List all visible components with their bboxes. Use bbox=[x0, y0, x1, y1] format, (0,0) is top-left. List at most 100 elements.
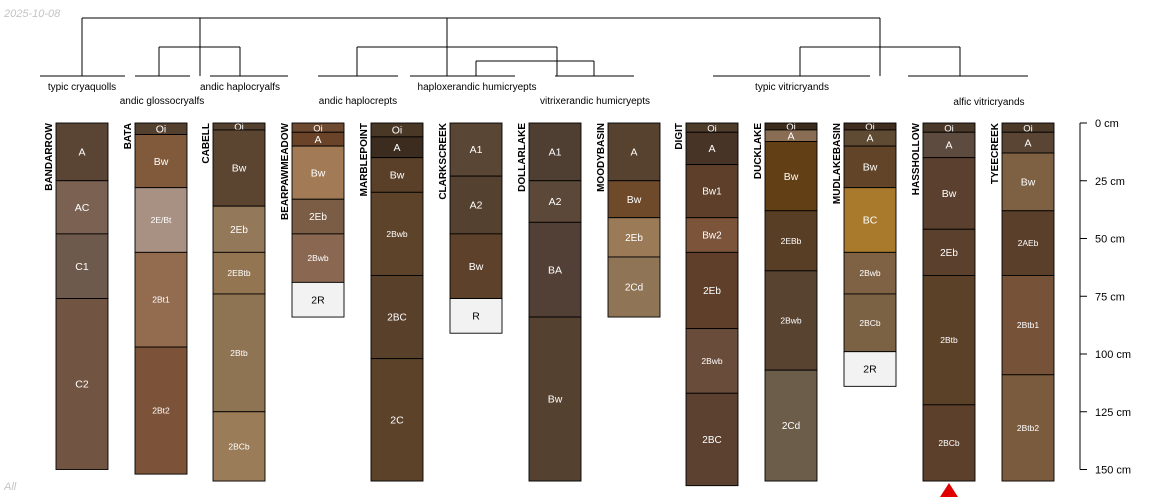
horizon-bw bbox=[134, 134, 188, 189]
horizon-2c bbox=[370, 358, 424, 482]
horizon-label: 2Btb bbox=[940, 335, 958, 345]
horizon-label: 2Btb bbox=[230, 348, 248, 358]
horizon-2eb bbox=[291, 198, 345, 235]
horizon-2bcb bbox=[212, 411, 266, 482]
horizon-label: 2Bwb bbox=[386, 229, 408, 239]
horizon-2bcb bbox=[922, 404, 976, 482]
horizon-bw bbox=[922, 157, 976, 230]
horizon-label: 2BCb bbox=[938, 438, 960, 448]
horizon-label: 2Bwb bbox=[780, 315, 802, 325]
horizon-2cd bbox=[607, 256, 661, 318]
horizon-label: A1 bbox=[549, 147, 562, 159]
horizon-ba bbox=[528, 221, 582, 318]
profile-moodybasin: A Bw 2Eb 2Cd MOODYBASIN bbox=[596, 122, 661, 318]
horizon-bw2 bbox=[685, 217, 739, 253]
horizon-label: 2E/Bt bbox=[151, 215, 172, 225]
horizon-label: A bbox=[1024, 137, 1031, 149]
horizon-2bwb bbox=[685, 328, 739, 394]
group-label: andic haplocryalfs bbox=[200, 82, 280, 93]
horizon-label: BA bbox=[548, 264, 562, 276]
profile-digit: Oi A Bw1 Bw2 2Eb 2Bwb 2BC DIGIT bbox=[674, 122, 739, 487]
horizon-label: 2Bwb bbox=[859, 268, 881, 278]
horizon-2bc bbox=[685, 392, 739, 487]
horizon-a1 bbox=[449, 122, 503, 177]
horizon-label: Bw bbox=[232, 163, 247, 175]
horizon-label: 2Btb2 bbox=[1017, 423, 1039, 433]
horizon-label: Bw bbox=[942, 188, 957, 200]
horizon-label: 2R bbox=[311, 294, 325, 306]
horizon-a bbox=[55, 122, 109, 182]
horizon-label: 2BC bbox=[702, 435, 721, 446]
profile-dollarlake: A1 A2 BA Bw DOLLARLAKE bbox=[517, 122, 582, 482]
horizon-label: Bw bbox=[154, 156, 169, 168]
horizon-2r bbox=[291, 281, 345, 318]
profile-tyeecreek: Oi A Bw 2AEb 2Btb1 2Btb2 TYEECREEK bbox=[990, 122, 1055, 482]
horizon-2eb bbox=[212, 205, 266, 253]
horizon-2ebtb bbox=[212, 251, 266, 295]
horizon-r bbox=[449, 298, 503, 334]
horizon-label: A bbox=[630, 147, 637, 159]
horizon-2aeb bbox=[1001, 210, 1055, 276]
horizon-label: Oi bbox=[865, 122, 875, 133]
profile-mudlakebasin: OiA Bw BC 2Bwb 2BCb 2R MUDLAKEBASIN bbox=[832, 122, 897, 387]
horizon-label: 2Bt1 bbox=[152, 295, 170, 305]
horizon-c2 bbox=[55, 298, 109, 470]
profile-name: MOODYBASIN bbox=[596, 123, 607, 192]
horizon-label: 2Cd bbox=[782, 421, 800, 432]
horizon-2bwb bbox=[370, 191, 424, 276]
horizon-label: Bw bbox=[1021, 177, 1036, 189]
selected-profile-marker bbox=[940, 483, 958, 497]
horizon-label: 2Eb bbox=[703, 286, 721, 297]
horizon-c1 bbox=[55, 233, 109, 300]
horizon-2r bbox=[843, 351, 897, 387]
profile-cabell: Oi Bw 2Eb 2EBtb 2Btb 2BCb CABELL bbox=[201, 122, 266, 482]
horizon-label: R bbox=[472, 311, 480, 323]
horizon-label: 2BCb bbox=[228, 441, 250, 451]
group-label: andic haplocrepts bbox=[319, 96, 397, 107]
profile-name: TYEECREEK bbox=[990, 122, 1001, 184]
profile-name: BEARPAWMEADOW bbox=[280, 122, 291, 220]
profile-hasshollow: Oi A Bw 2Eb 2Btb 2BCb HASSHOLLOW bbox=[911, 122, 976, 482]
profile-name: MARBLEPOINT bbox=[359, 123, 370, 196]
profile-name: BATA bbox=[123, 123, 134, 149]
horizon-label: 2Eb bbox=[309, 212, 327, 223]
horizon-label: 2Bt2 bbox=[152, 406, 170, 416]
profile-name: CLARKSCREEK bbox=[438, 122, 449, 199]
dendrogram: typic cryaquolls andic glossocryalfs andic… bbox=[40, 17, 1028, 108]
horizon-2bt1 bbox=[134, 251, 188, 348]
depth-tick-label: 150 cm bbox=[1095, 465, 1131, 477]
horizon-label: Oi bbox=[156, 123, 167, 135]
horizon-a bbox=[922, 131, 976, 159]
profile-bata: Oi Bw 2E/Bt 2Bt1 2Bt2 BATA bbox=[123, 122, 188, 475]
horizon-label: A bbox=[708, 143, 715, 155]
horizon-label: Bw1 bbox=[702, 187, 722, 198]
horizon-2bwb bbox=[764, 270, 818, 371]
profile-marblepoint: Oi A Bw 2Bwb 2BC 2C MARBLEPOINT bbox=[359, 122, 424, 482]
group-label: andic glossocryalfs bbox=[120, 96, 204, 107]
group-label: typic vitricryands bbox=[755, 82, 829, 93]
horizon-label: 2Bwb bbox=[701, 356, 723, 366]
horizon-2bt2 bbox=[134, 346, 188, 475]
profile-name: CABELL bbox=[201, 123, 212, 164]
horizon-label: Bw bbox=[784, 171, 799, 183]
horizon-bw bbox=[370, 157, 424, 193]
horizon-2btb1 bbox=[1001, 275, 1055, 376]
group-label: vitrixerandic humicryepts bbox=[540, 96, 650, 107]
horizon-label: Bw bbox=[863, 162, 878, 174]
horizon-2e-bt bbox=[134, 187, 188, 253]
horizon-label: Bw bbox=[469, 261, 484, 273]
horizon-label: 2Eb bbox=[230, 225, 248, 236]
depth-tick-label: 0 cm bbox=[1095, 118, 1119, 130]
horizon-2eb bbox=[922, 228, 976, 276]
horizon-label: 2AEb bbox=[1018, 238, 1039, 248]
horizon-2btb2 bbox=[1001, 374, 1055, 482]
horizon-label: A2 bbox=[470, 200, 483, 212]
horizon-2bwb bbox=[291, 233, 345, 283]
horizon-label: Oi bbox=[786, 122, 796, 133]
group-label: typic cryaquolls bbox=[48, 82, 116, 93]
profile-name: HASSHOLLOW bbox=[911, 122, 922, 195]
horizon-bw bbox=[528, 316, 582, 482]
horizon-label: A2 bbox=[549, 196, 562, 208]
profile-name: MUDLAKEBASIN bbox=[832, 123, 843, 204]
